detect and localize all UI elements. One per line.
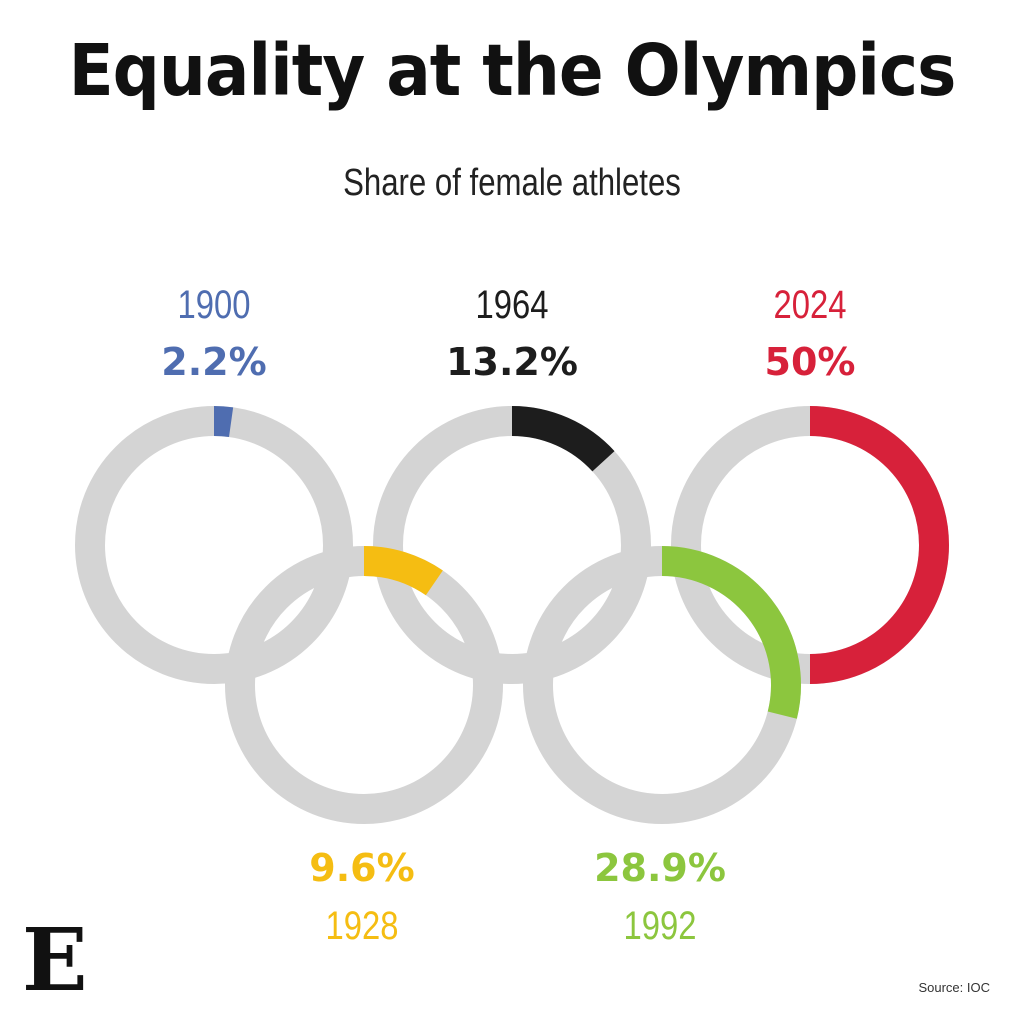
year-label-1964: 1964 (475, 283, 549, 327)
share-arc-1928 (363, 546, 443, 596)
publisher-logo: E (22, 910, 88, 1011)
year-label-1928: 1928 (325, 904, 399, 948)
ring-1928 (225, 546, 503, 824)
share-arc-1964 (511, 406, 615, 472)
share-arc-2024 (809, 406, 949, 684)
value-label-1964: 13.2% (446, 340, 578, 384)
chart-title: Equality at the Olympics (68, 28, 957, 113)
value-label-1900: 2.2% (161, 340, 267, 384)
share-arc-1992 (661, 546, 801, 719)
chart-subtitle: Share of female athletes (343, 162, 681, 204)
value-label-2024: 50% (764, 340, 856, 384)
value-label-1992: 28.9% (594, 846, 726, 890)
ring-1900 (75, 406, 353, 684)
source-note: Source: IOC (918, 980, 990, 995)
share-arc-1900 (213, 406, 234, 438)
year-label-2024: 2024 (773, 283, 847, 327)
year-label-1992: 1992 (623, 904, 697, 948)
value-label-1928: 9.6% (309, 846, 415, 890)
year-label-1900: 1900 (177, 283, 251, 327)
